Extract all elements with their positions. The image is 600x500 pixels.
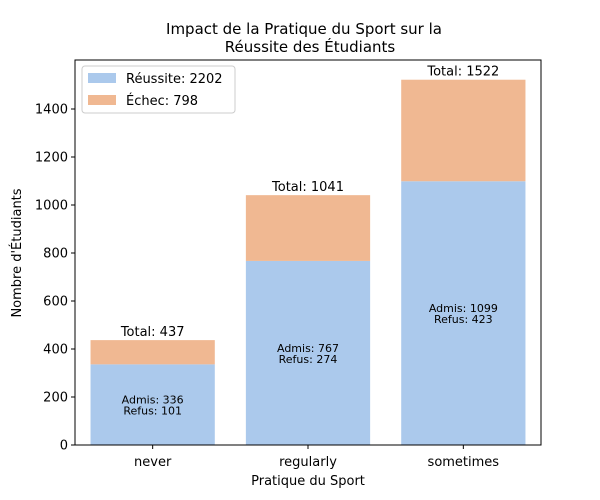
plot-frame xyxy=(74,59,542,446)
legend-label-reussite: Réussite: 2202 xyxy=(126,72,223,87)
y-tick-label: 200 xyxy=(43,391,68,406)
y-tick-label: 1400 xyxy=(35,103,68,118)
bar-admis-label: Admis: 336 xyxy=(122,394,184,407)
bar-total-label: Total: 1041 xyxy=(271,180,344,195)
y-tick-label: 1200 xyxy=(35,151,68,166)
x-tick-label: sometimes xyxy=(428,455,500,470)
bar-never-echec xyxy=(90,340,215,365)
bars-layer xyxy=(90,79,526,446)
legend-swatch-echec xyxy=(88,95,116,105)
bar-never-reussite xyxy=(90,364,215,445)
y-tick-label: 600 xyxy=(43,295,68,310)
bar-refus-label: Refus: 423 xyxy=(434,313,493,326)
y-axis-label: Nombre d'Étudiants xyxy=(9,188,25,317)
x-axis-label: Pratique du Sport xyxy=(251,474,365,489)
x-tick-label: never xyxy=(134,455,172,470)
bar-sometimes-echec xyxy=(401,79,526,182)
bar-total-label: Total: 1522 xyxy=(426,65,499,80)
bar-refus-label: Refus: 101 xyxy=(123,405,182,418)
legend-label-echec: Échec: 798 xyxy=(126,93,198,109)
bar-refus-label: Refus: 274 xyxy=(279,353,338,366)
chart-title-line2: Réussite des Étudiants xyxy=(225,37,396,56)
bar-admis-label: Admis: 767 xyxy=(277,342,339,355)
y-tick-label: 1000 xyxy=(35,199,68,214)
bar-regularly-echec xyxy=(245,195,371,261)
x-tick-label: regularly xyxy=(279,455,337,470)
y-tick-label: 400 xyxy=(43,343,68,358)
bar-total-label: Total: 437 xyxy=(120,325,185,340)
axes-layer: never regularly sometimes 0 200 400 600 800 1000… xyxy=(35,59,542,470)
bar-admis-label: Admis: 1099 xyxy=(429,302,498,315)
y-tick-label: 0 xyxy=(60,439,68,454)
legend-swatch-reussite xyxy=(88,73,116,83)
legend-box xyxy=(81,65,236,114)
chart-title-line1: Impact de la Pratique du Sport sur la xyxy=(166,20,442,38)
bar-regularly-reussite xyxy=(245,260,371,445)
y-tick-label: 800 xyxy=(43,247,68,262)
legend: Réussite: 2202 Échec: 798 xyxy=(81,65,236,114)
bar-sometimes-reussite xyxy=(401,181,526,446)
